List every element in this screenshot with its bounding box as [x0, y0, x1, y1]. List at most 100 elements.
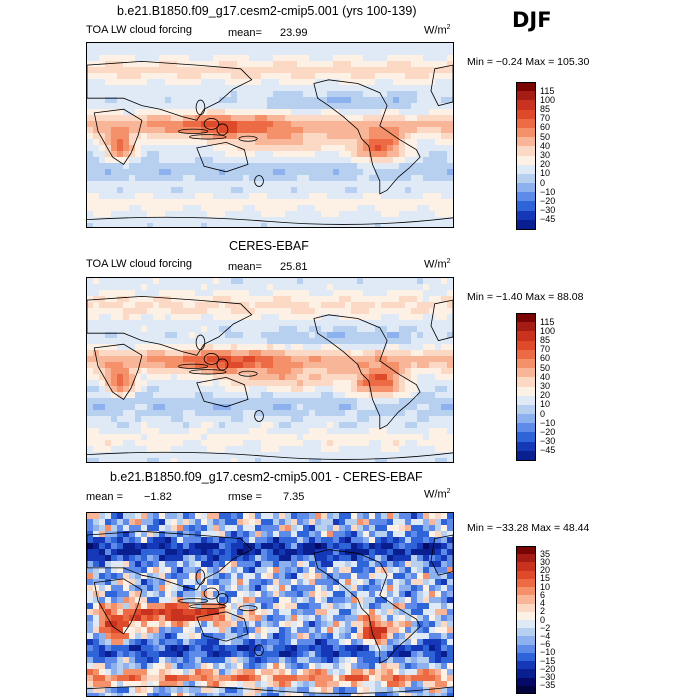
colorbar-swatch	[516, 595, 536, 605]
colorbar-tick-label: 6	[540, 589, 546, 600]
colorbar-swatch	[516, 685, 536, 695]
colorbar-swatch	[516, 219, 536, 230]
colorbar-swatch	[516, 82, 536, 92]
colorbar-tick-label: 20	[540, 159, 551, 170]
coastlines	[87, 530, 453, 694]
panel1-unit: W/m2	[424, 24, 451, 37]
colorbar-swatch	[516, 661, 536, 670]
panel1-minmax: Min = −0.24 Max = 105.30	[467, 56, 590, 68]
colorbar-swatch	[516, 628, 536, 637]
colorbar-swatch	[516, 127, 536, 138]
colorbar-swatch	[516, 322, 536, 332]
colorbar-tick-label: −10	[540, 417, 556, 428]
colorbar-tick-label: −10	[540, 647, 556, 658]
colorbar-tick-label: 20	[540, 390, 551, 401]
colorbar-swatch	[516, 91, 536, 101]
colorbar-swatch	[516, 201, 536, 212]
colorbar-tick-label: −45	[540, 214, 556, 225]
colorbar-tick-label: 15	[540, 573, 551, 584]
colorbar-swatch	[516, 578, 536, 588]
colorbar-swatch	[516, 100, 536, 111]
map-field	[87, 278, 453, 462]
colorbar-swatch	[516, 554, 536, 563]
panel3-minmax: Min = −33.28 Max = 48.44	[467, 522, 590, 534]
colorbar-tick-label: 0	[540, 614, 546, 625]
colorbar-swatch	[516, 570, 536, 580]
panel2-map	[86, 277, 454, 463]
panel3-map	[86, 512, 454, 697]
panel2-subtitle: TOA LW cloud forcing	[86, 258, 192, 270]
colorbar-swatch	[516, 313, 536, 323]
season-label: DJF	[512, 8, 552, 32]
colorbar-tick-label: −2	[540, 622, 551, 633]
colorbar-swatch	[516, 164, 536, 175]
colorbar-swatch	[516, 109, 536, 120]
panel2-colorbar: 115 100 85 70 60 50 40 30 20 10 0 −10 −20 −30 −45	[516, 313, 576, 461]
colorbar-tick-label: −4	[540, 630, 551, 641]
panel1-subtitle: TOA LW cloud forcing	[86, 24, 192, 36]
colorbar-tick-label: 40	[540, 371, 551, 382]
colorbar-tick-label: 2	[540, 606, 546, 617]
colorbar-tick-label: 30	[540, 381, 551, 391]
colorbar-tick-label: 30	[540, 150, 551, 160]
colorbar-tick-label: 115	[540, 85, 555, 96]
colorbar-swatch	[516, 183, 536, 193]
colorbar-tick-label: 10	[540, 168, 551, 179]
colorbar-swatch	[516, 146, 536, 156]
colorbar-tick-label: 35	[540, 548, 551, 559]
colorbar-tick-label: 70	[540, 113, 551, 124]
colorbar-swatch	[516, 331, 536, 342]
colorbar-tick-label: 40	[540, 140, 551, 151]
colorbar-tick-label: 50	[540, 131, 551, 142]
panel1-title: b.e21.B1850.f09_g17.cesm2-cmip5.001 (yrs…	[117, 4, 417, 18]
coastlines	[87, 295, 453, 460]
colorbar-tick-label: −6	[540, 639, 551, 650]
colorbar-tick-label: 100	[540, 325, 556, 336]
colorbar-tick-label: 85	[540, 104, 551, 115]
colorbar-swatch	[516, 636, 536, 646]
colorbar-swatch	[516, 414, 536, 424]
colorbar-swatch	[516, 155, 536, 166]
colorbar-swatch	[516, 358, 536, 369]
colorbar-swatch	[516, 546, 536, 555]
panel3-map-svg	[87, 513, 453, 696]
colorbar-tick-label: 30	[540, 556, 551, 567]
colorbar-tick-label: 60	[540, 353, 551, 364]
colorbar-swatch	[516, 644, 536, 654]
colorbar-swatch	[516, 562, 536, 572]
panel3-unit: W/m2	[424, 488, 451, 501]
colorbar-swatch	[516, 192, 536, 202]
colorbar-tick-label: −30	[540, 672, 556, 683]
panel2-map-svg	[87, 278, 453, 462]
colorbar-tick-label: 10	[540, 581, 551, 592]
colorbar-tick-label: 70	[540, 344, 551, 355]
colorbar-tick-label: −45	[540, 445, 556, 456]
colorbar-swatch	[516, 587, 536, 596]
colorbar-swatch	[516, 377, 536, 387]
colorbar-tick-label: 60	[540, 122, 551, 133]
colorbar-swatch	[516, 450, 536, 461]
coastlines	[87, 60, 453, 225]
colorbar-tick-label: −35	[540, 680, 556, 691]
colorbar-swatch	[516, 137, 536, 147]
colorbar-swatch	[516, 340, 536, 351]
colorbar-swatch	[516, 603, 536, 613]
panel2-mean-label: mean=	[228, 261, 262, 273]
colorbar-swatch	[516, 620, 536, 629]
colorbar-tick-label: 0	[540, 177, 546, 188]
colorbar-tick-label: 4	[540, 598, 546, 609]
panel3-rmse-label: rmse =	[228, 491, 262, 503]
panel2-minmax: Min = −1.40 Max = 88.08	[467, 291, 584, 303]
colorbar-swatch	[516, 349, 536, 360]
colorbar-swatch	[516, 423, 536, 433]
colorbar-tick-label: 85	[540, 335, 551, 346]
colorbar-swatch	[516, 669, 536, 679]
colorbar-tick-label: 0	[540, 408, 546, 419]
colorbar-swatch	[516, 611, 536, 621]
panel1-colorbar: 115 100 85 70 60 50 40 30 20 10 0 −10 −20 −30 −45	[516, 82, 576, 230]
colorbar-swatch	[516, 677, 536, 687]
colorbar-tick-label: −20	[540, 195, 556, 206]
panel3-colorbar: 35 30 20 15 10 6 4 2 0 −2 −4 −6 −10 −15 −20 −30 −35	[516, 546, 576, 695]
panel1-map	[86, 42, 454, 228]
colorbar-tick-label: 100	[540, 94, 556, 105]
